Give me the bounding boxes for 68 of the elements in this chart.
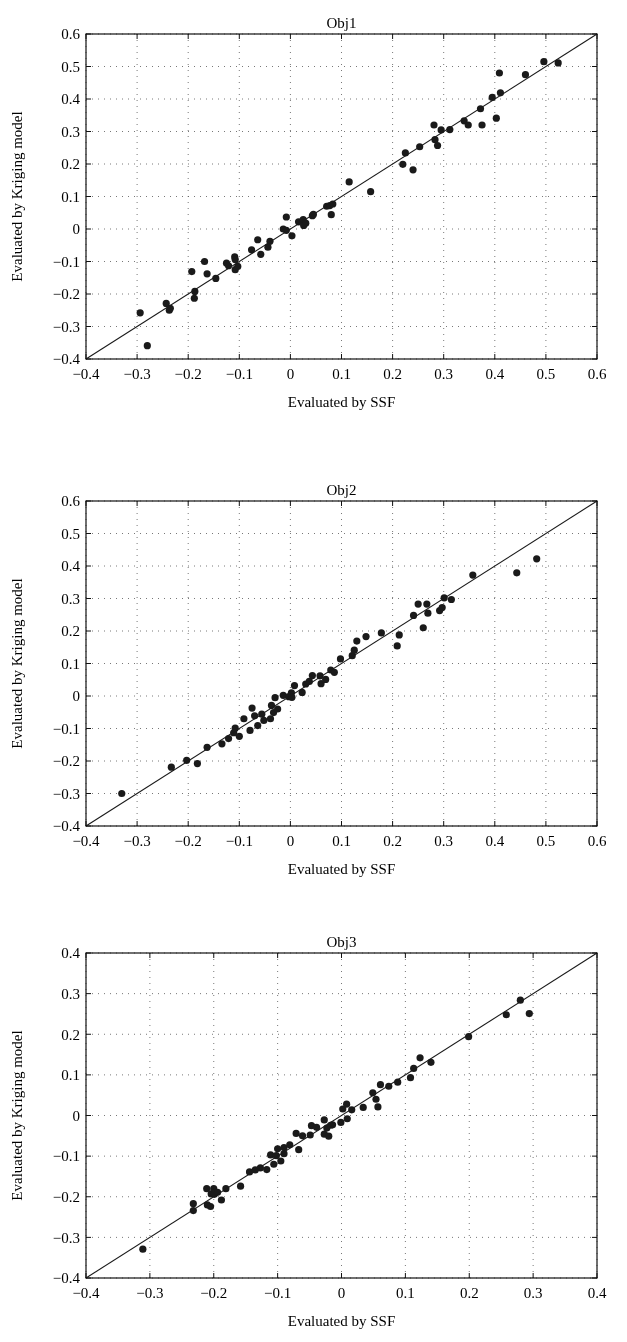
y-tick-label: 0.6: [61, 493, 81, 510]
x-tick-label: 0: [286, 833, 295, 849]
y-tick-label: 0: [72, 1107, 80, 1124]
x-tick-label: 0.2: [383, 833, 402, 849]
y-tick-label: −0.1: [52, 253, 80, 270]
y-tick-label: 0.1: [61, 188, 80, 205]
x-tick-label: 0.4: [485, 833, 505, 849]
x-tick-label: 0.3: [434, 833, 454, 849]
x-tick-label: −0.2: [200, 1285, 228, 1301]
x-tick-label: −0.3: [123, 366, 151, 382]
y-tick-label: 0.4: [61, 91, 81, 108]
y-tick-label: −0.4: [52, 351, 81, 368]
y-tick-label: 0.1: [61, 1067, 80, 1084]
x-tick-label: 0.5: [536, 833, 556, 849]
y-tick-label: 0.3: [61, 123, 80, 140]
x-tick-label: 0.3: [523, 1285, 543, 1301]
y-tick-label: 0.3: [61, 985, 80, 1002]
y-tick-label: 0: [72, 221, 80, 238]
x-tick-label: 0.6: [587, 833, 607, 849]
x-axis-title: Evaluated by SSF: [287, 394, 396, 410]
x-tick-label: 0: [337, 1285, 346, 1301]
y-tick-label: 0: [72, 688, 80, 705]
x-tick-label: −0.2: [174, 833, 202, 849]
x-tick-label: 0.6: [587, 366, 607, 382]
y-tick-label: 0.5: [61, 58, 80, 75]
x-tick-label: 0.2: [459, 1285, 479, 1301]
y-tick-label: 0.4: [61, 945, 81, 962]
y-tick-label: −0.3: [52, 1229, 80, 1246]
y-axis-title: Evaluated by Kriging model: [9, 578, 25, 749]
y-tick-label: −0.4: [52, 1270, 81, 1287]
chart-title: Obj3: [326, 934, 357, 950]
x-axis-title: Evaluated by SSF: [287, 1313, 396, 1329]
x-tick-label: −0.2: [174, 366, 202, 382]
x-tick-label: 0.1: [332, 366, 351, 382]
x-tick-label: −0.1: [225, 366, 253, 382]
x-tick-label: −0.3: [136, 1285, 164, 1301]
y-axis-title: Evaluated by Kriging model: [9, 111, 25, 282]
y-tick-label: −0.3: [52, 318, 80, 335]
y-tick-label: 0.2: [61, 623, 80, 640]
y-tick-label: 0.4: [61, 558, 81, 575]
chart-title: Obj2: [326, 482, 357, 498]
x-tick-label: 0.4: [587, 1285, 607, 1301]
y-tick-label: −0.4: [52, 818, 81, 835]
y-tick-label: 0.1: [61, 655, 80, 672]
y-tick-label: 0.6: [61, 26, 81, 43]
y-tick-label: −0.1: [52, 720, 80, 737]
y-tick-label: −0.2: [52, 753, 80, 770]
x-tick-label: −0.1: [264, 1285, 292, 1301]
x-axis-title: Evaluated by SSF: [287, 861, 396, 877]
x-tick-label: 0.1: [396, 1285, 415, 1301]
y-tick-label: −0.2: [52, 1189, 80, 1205]
x-tick-label: 0.3: [434, 366, 454, 382]
y-tick-label: 0.2: [61, 1026, 80, 1043]
x-tick-label: 0.5: [536, 366, 556, 382]
y-tick-label: 0.3: [61, 590, 80, 607]
x-tick-label: 0.2: [383, 366, 402, 382]
y-tick-label: −0.1: [52, 1148, 80, 1165]
x-tick-label: −0.1: [225, 833, 253, 849]
y-tick-label: 0.5: [61, 525, 80, 542]
x-tick-label: 0.4: [485, 366, 505, 382]
y-axis-title: Evaluated by Kriging model: [9, 1030, 25, 1201]
chart-title: Obj1: [326, 15, 357, 31]
y-tick-label: −0.3: [52, 785, 80, 802]
x-tick-label: −0.3: [123, 833, 151, 849]
x-tick-label: 0.1: [332, 833, 351, 849]
x-tick-label: 0: [286, 366, 295, 382]
y-tick-label: −0.2: [52, 286, 80, 303]
y-tick-label: 0.2: [61, 156, 80, 173]
